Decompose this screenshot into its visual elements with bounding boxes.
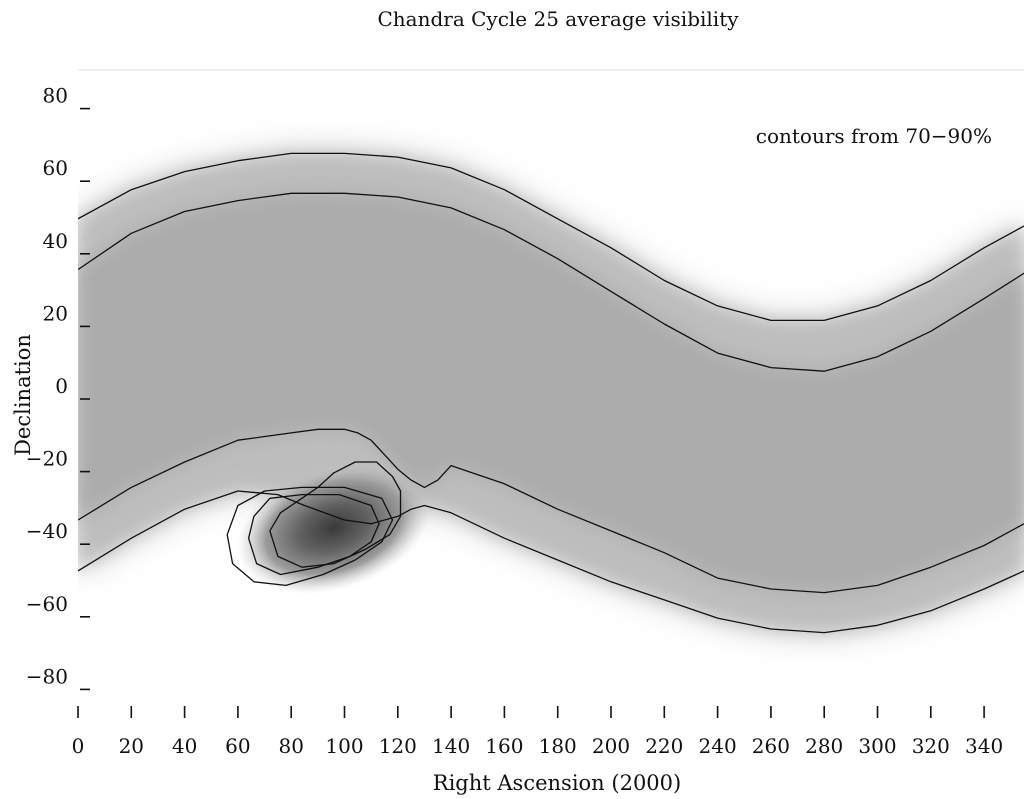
contour-band-upper-inner: [78, 192, 1024, 372]
y-tick-label: −20: [26, 447, 68, 471]
x-tick-label: 240: [699, 734, 737, 758]
y-tick-label: −40: [26, 519, 68, 543]
contour-band-lower-outer: [78, 490, 1024, 634]
x-tick-label: 80: [278, 734, 303, 758]
x-tick-label: 200: [592, 734, 630, 758]
x-tick-label: 140: [432, 734, 470, 758]
x-tick-label: 0: [72, 734, 85, 758]
x-axis-label: Right Ascension (2000): [433, 771, 681, 795]
x-tick-label: 20: [119, 734, 144, 758]
y-axis-label: Declination: [11, 334, 35, 456]
contour-layer: [78, 152, 1024, 634]
y-tick-label: 0: [55, 374, 68, 398]
x-axis: 0 20 40 60 80 100 120 140 160 180 200 220 240 260 280 3…: [72, 706, 1003, 758]
x-tick-label: 260: [752, 734, 790, 758]
y-tick-label: −60: [26, 592, 68, 616]
contour-peak-70: [226, 486, 394, 587]
y-tick-label: 20: [43, 301, 68, 325]
y-tick-label: 60: [43, 156, 68, 180]
y-axis: 80 60 40 20 0 −20 −40 −60 −80: [26, 84, 90, 691]
x-tick-label: 60: [225, 734, 250, 758]
x-tick-label: 120: [379, 734, 417, 758]
x-tick-label: 100: [325, 734, 363, 758]
contour-band-upper-outer: [78, 152, 1024, 322]
chart-title: Chandra Cycle 25 average visibility: [377, 7, 739, 31]
x-tick-label: 320: [912, 734, 950, 758]
x-tick-label: 180: [539, 734, 577, 758]
y-tick-label: 80: [43, 84, 68, 108]
x-tick-label: 280: [805, 734, 843, 758]
contour-annotation: contours from 70−90%: [756, 124, 992, 148]
x-tick-label: 340: [965, 734, 1003, 758]
x-tick-label: 300: [858, 734, 896, 758]
visibility-peak: [236, 460, 431, 594]
x-tick-label: 220: [645, 734, 683, 758]
contour-band-lower-inner: [78, 428, 1024, 594]
y-tick-label: 40: [43, 229, 68, 253]
x-tick-label: 40: [172, 734, 197, 758]
band-fill-inner: [78, 193, 1024, 593]
heatmap-layer: [78, 153, 1024, 633]
contour-peak-90: [269, 461, 402, 568]
x-tick-label: 160: [485, 734, 523, 758]
y-tick-label: −80: [26, 664, 68, 688]
